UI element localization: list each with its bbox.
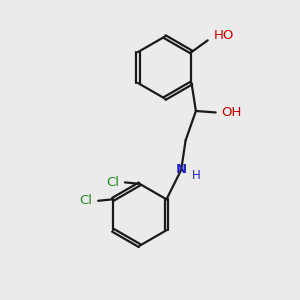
Text: N: N bbox=[176, 164, 187, 176]
Text: H: H bbox=[192, 169, 201, 182]
Text: Cl: Cl bbox=[106, 176, 119, 189]
Text: OH: OH bbox=[221, 106, 242, 119]
Text: HO: HO bbox=[214, 29, 234, 42]
Text: Cl: Cl bbox=[79, 194, 92, 207]
